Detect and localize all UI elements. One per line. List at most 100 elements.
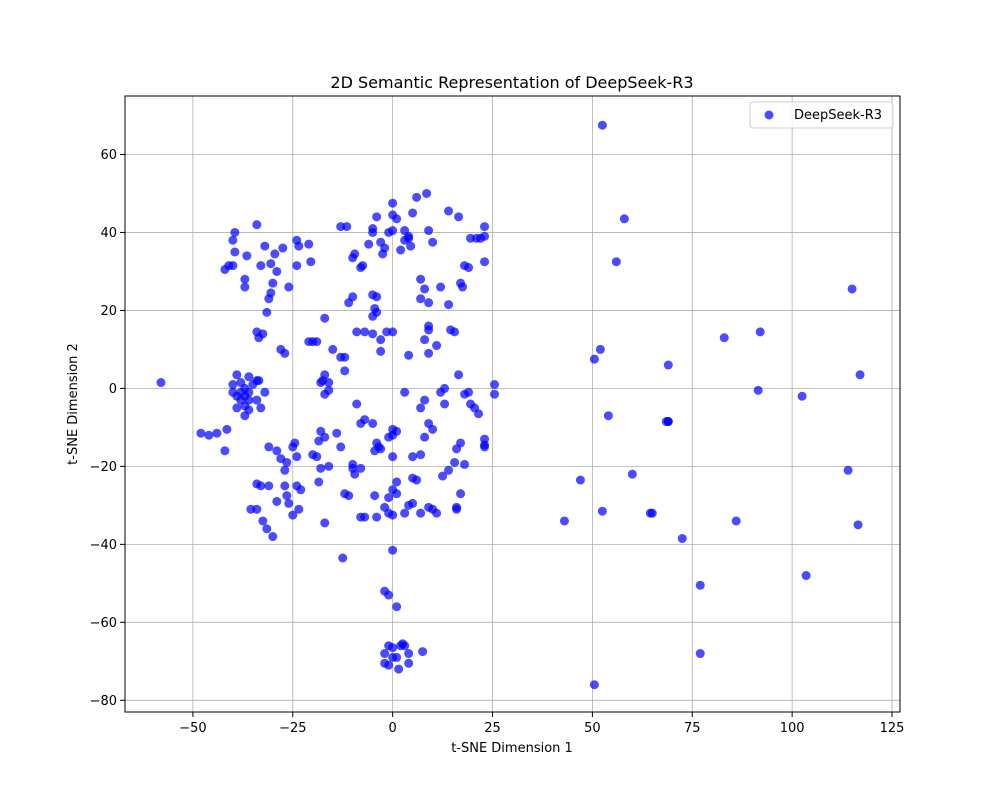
data-point bbox=[452, 504, 462, 514]
data-point bbox=[420, 335, 430, 345]
data-point bbox=[843, 465, 853, 475]
data-point bbox=[456, 489, 466, 499]
data-point bbox=[424, 298, 434, 308]
data-point bbox=[290, 438, 300, 448]
data-point bbox=[240, 274, 250, 284]
data-point bbox=[444, 465, 454, 475]
data-point bbox=[384, 590, 394, 600]
data-point bbox=[611, 257, 621, 267]
data-point bbox=[380, 649, 390, 659]
data-point bbox=[412, 192, 422, 202]
data-point bbox=[404, 658, 414, 668]
plot-frame bbox=[124, 95, 901, 713]
data-point bbox=[356, 418, 366, 428]
data-point bbox=[388, 452, 398, 462]
data-point bbox=[392, 652, 402, 662]
data-point bbox=[456, 438, 466, 448]
data-point bbox=[464, 263, 474, 273]
data-point bbox=[490, 380, 500, 390]
data-point bbox=[416, 294, 426, 304]
data-point bbox=[392, 602, 402, 612]
data-point bbox=[294, 241, 304, 251]
data-point bbox=[454, 212, 464, 222]
data-point bbox=[306, 257, 316, 267]
data-point bbox=[368, 418, 378, 428]
data-point bbox=[280, 465, 290, 475]
data-point bbox=[280, 348, 290, 358]
data-point bbox=[360, 327, 370, 337]
data-point bbox=[368, 329, 378, 339]
data-point bbox=[420, 395, 430, 405]
data-point bbox=[282, 457, 292, 467]
x-tick-label: 25 bbox=[484, 721, 501, 736]
data-point bbox=[320, 370, 330, 380]
data-point bbox=[450, 457, 460, 467]
data-point bbox=[260, 387, 270, 397]
legend: DeepSeek-R3 bbox=[749, 101, 894, 129]
data-point bbox=[240, 411, 250, 421]
chart-title: 2D Semantic Representation of DeepSeek-R… bbox=[330, 73, 693, 92]
data-point bbox=[392, 489, 402, 499]
data-point bbox=[575, 475, 585, 485]
data-point bbox=[350, 249, 360, 259]
data-point bbox=[272, 266, 282, 276]
x-tick-label: −25 bbox=[279, 721, 306, 736]
data-point bbox=[404, 233, 414, 243]
data-point bbox=[360, 512, 370, 522]
x-tick-label: 75 bbox=[684, 721, 701, 736]
data-point bbox=[755, 327, 765, 337]
data-point bbox=[252, 504, 262, 514]
data-point bbox=[695, 580, 705, 590]
data-point bbox=[320, 389, 330, 399]
data-point bbox=[376, 335, 386, 345]
data-point bbox=[292, 452, 302, 462]
data-point bbox=[228, 261, 238, 271]
data-point bbox=[404, 649, 414, 659]
data-point bbox=[480, 257, 490, 267]
data-point bbox=[372, 292, 382, 302]
data-point bbox=[480, 222, 490, 232]
data-point bbox=[424, 226, 434, 236]
data-point bbox=[597, 120, 607, 130]
data-point bbox=[388, 327, 398, 337]
data-point bbox=[278, 243, 288, 253]
x-tick-label: 0 bbox=[389, 721, 397, 736]
data-point bbox=[480, 434, 490, 444]
data-point bbox=[352, 399, 362, 409]
data-point bbox=[731, 516, 741, 526]
data-point bbox=[416, 508, 426, 518]
data-point bbox=[444, 206, 454, 216]
data-point bbox=[316, 463, 326, 473]
data-point bbox=[336, 442, 346, 452]
data-point bbox=[853, 520, 863, 530]
grid bbox=[125, 96, 900, 712]
data-point bbox=[292, 261, 302, 271]
data-points bbox=[156, 120, 865, 690]
data-point bbox=[264, 481, 274, 491]
data-point bbox=[695, 649, 705, 659]
data-point bbox=[320, 313, 330, 323]
data-point bbox=[340, 352, 350, 362]
data-point bbox=[364, 239, 374, 249]
data-point bbox=[460, 459, 470, 469]
data-point bbox=[232, 403, 242, 413]
data-point bbox=[258, 329, 268, 339]
data-point bbox=[412, 475, 422, 485]
y-tick-label: −40 bbox=[90, 538, 117, 553]
data-point bbox=[384, 493, 394, 503]
data-point bbox=[256, 403, 266, 413]
data-point bbox=[394, 664, 404, 674]
data-point bbox=[458, 282, 468, 292]
data-point bbox=[372, 438, 382, 448]
data-point bbox=[240, 383, 250, 393]
data-point bbox=[376, 346, 386, 356]
y-tick-label: 60 bbox=[100, 148, 117, 163]
legend-label: DeepSeek-R3 bbox=[794, 108, 882, 123]
data-point bbox=[416, 403, 426, 413]
data-point bbox=[328, 344, 338, 354]
data-point bbox=[222, 424, 232, 434]
data-point bbox=[444, 300, 454, 310]
data-point bbox=[312, 452, 322, 462]
data-point bbox=[284, 498, 294, 508]
data-point bbox=[352, 327, 362, 337]
